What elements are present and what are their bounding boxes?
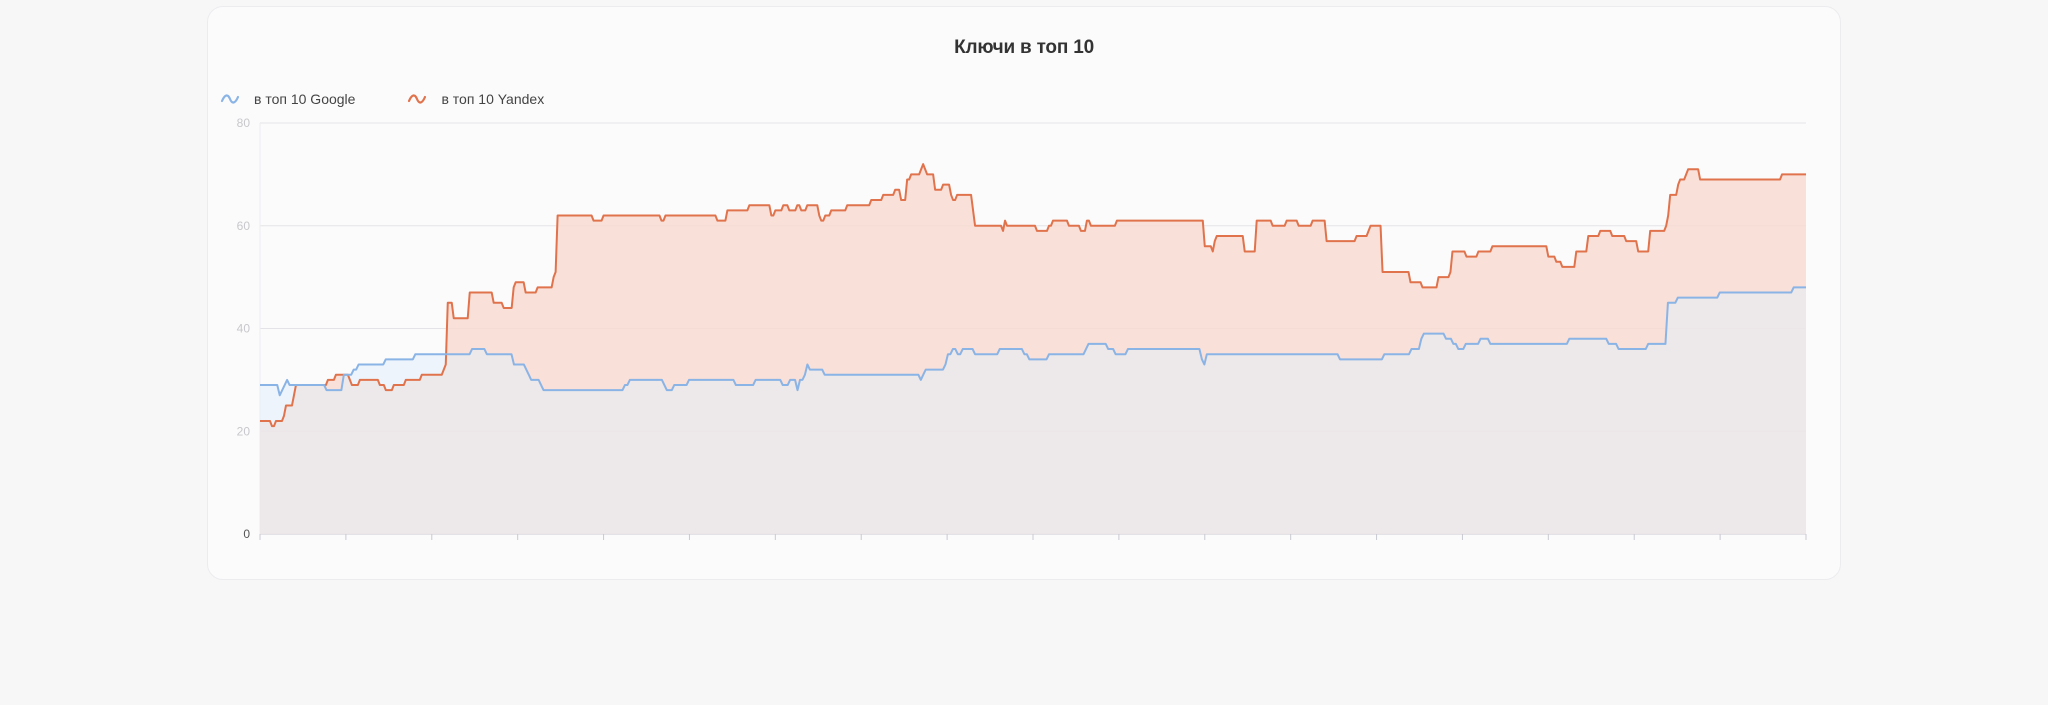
series-line-0 bbox=[260, 286, 1806, 397]
legend-label-google: в топ 10 Google bbox=[254, 91, 356, 107]
legend-item-google[interactable]: в топ 10 Google bbox=[220, 91, 355, 107]
legend-google-line-icon bbox=[220, 94, 240, 104]
y-tick-label-40: 40 bbox=[237, 322, 251, 336]
y-tick-label-20: 20 bbox=[237, 424, 251, 438]
series-line-1 bbox=[260, 163, 1806, 428]
legend-yandex-line-icon bbox=[408, 94, 427, 104]
y-tick-label-80: 80 bbox=[237, 116, 251, 130]
legend-label-yandex: в топ 10 Yandex bbox=[441, 91, 545, 107]
chart-title: Ключи в топ 10 bbox=[954, 37, 1094, 58]
area-chart: 0 20 40 60 80 bbox=[237, 116, 1807, 541]
chart-card: Ключи в топ 10 в топ 10 Google в топ 10 … bbox=[207, 6, 1841, 580]
chart-legend: в топ 10 Google в топ 10 Yandex bbox=[220, 91, 596, 107]
y-tick-label-0: 0 bbox=[243, 527, 250, 541]
legend-item-yandex[interactable]: в топ 10 Yandex bbox=[407, 91, 544, 107]
y-tick-label-60: 60 bbox=[237, 219, 251, 233]
